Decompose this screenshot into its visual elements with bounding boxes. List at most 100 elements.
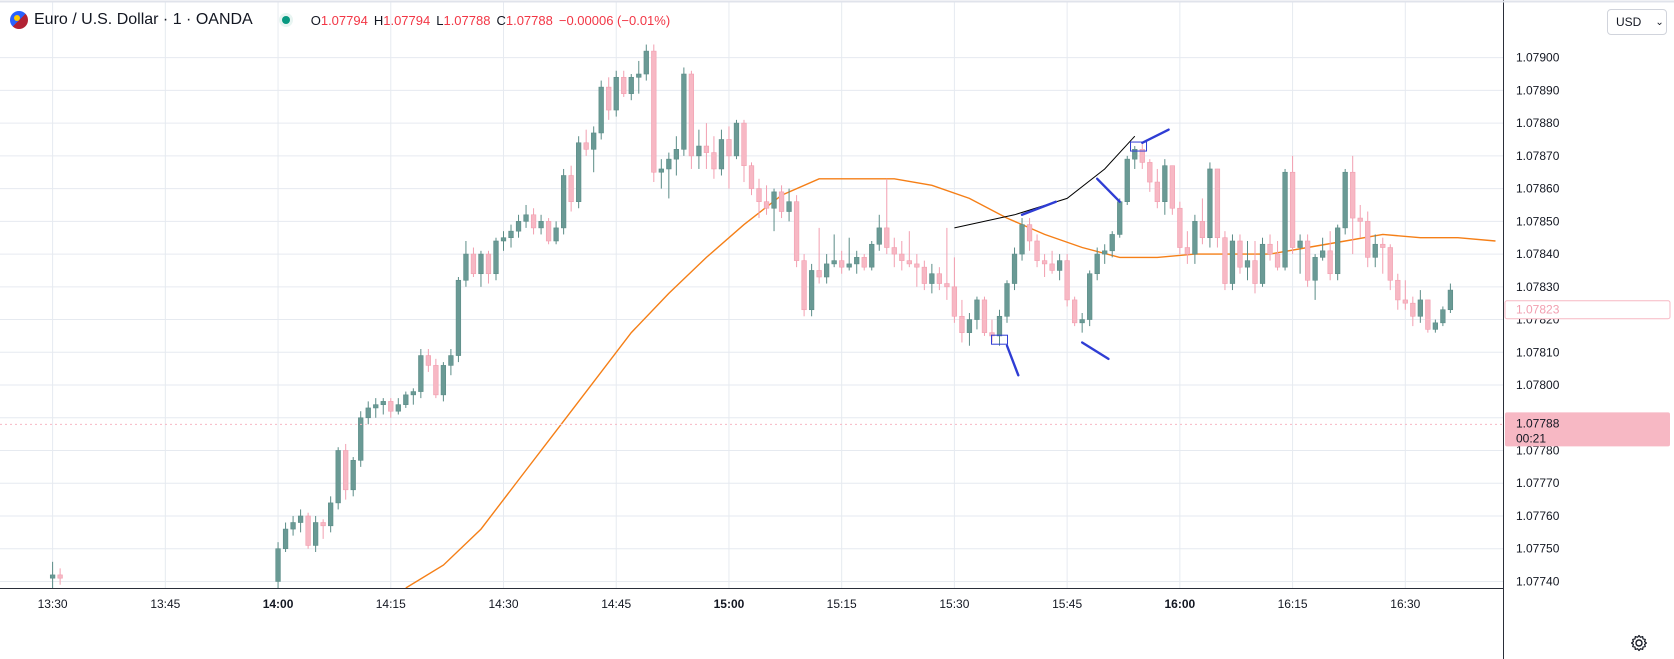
candle-down[interactable] bbox=[1380, 237, 1386, 274]
candle-up[interactable] bbox=[1117, 198, 1123, 238]
candle-down[interactable] bbox=[606, 77, 612, 120]
candle-down[interactable] bbox=[1041, 254, 1048, 277]
candle-down[interactable] bbox=[485, 250, 492, 284]
candle-up[interactable] bbox=[591, 126, 597, 173]
candle-up[interactable] bbox=[358, 411, 364, 467]
candle-down[interactable] bbox=[1395, 273, 1401, 310]
candle-up[interactable] bbox=[418, 349, 424, 399]
marker-box-drawing[interactable] bbox=[990, 334, 1008, 345]
candle-up[interactable] bbox=[328, 496, 334, 533]
candle-down[interactable] bbox=[1365, 211, 1371, 268]
candle-down[interactable] bbox=[1169, 165, 1175, 215]
candle-up[interactable] bbox=[297, 509, 304, 533]
symbol-title[interactable]: Euro / U.S. Dollar · 1 · OANDA bbox=[34, 11, 253, 28]
candle-up[interactable] bbox=[440, 362, 447, 402]
candle-up[interactable] bbox=[1132, 146, 1138, 169]
candle-down[interactable] bbox=[763, 185, 770, 215]
candle-up[interactable] bbox=[313, 515, 319, 552]
candle-up[interactable] bbox=[1372, 234, 1378, 268]
candle-down[interactable] bbox=[756, 178, 762, 219]
candle-up[interactable] bbox=[854, 250, 860, 274]
marker-box-drawing[interactable] bbox=[1130, 141, 1148, 152]
candle-up[interactable] bbox=[395, 398, 401, 415]
candle-up[interactable] bbox=[1282, 168, 1288, 271]
candle-down[interactable] bbox=[884, 178, 890, 255]
candle-up[interactable] bbox=[1094, 247, 1100, 281]
candle-up[interactable] bbox=[1229, 234, 1236, 291]
candle-up[interactable] bbox=[771, 188, 777, 232]
candle-down[interactable] bbox=[906, 231, 912, 268]
candle-down[interactable] bbox=[981, 296, 988, 336]
candle-up[interactable] bbox=[636, 60, 642, 94]
candle-down[interactable] bbox=[703, 123, 710, 169]
candle-up[interactable] bbox=[831, 234, 837, 268]
candle-up[interactable] bbox=[824, 254, 830, 284]
candle-down[interactable] bbox=[1274, 240, 1281, 271]
candle-down[interactable] bbox=[1425, 299, 1431, 333]
candle-down[interactable] bbox=[711, 136, 717, 179]
candle-up[interactable] bbox=[463, 240, 469, 287]
candle-up[interactable] bbox=[1162, 159, 1168, 215]
blue-stroke-drawing[interactable] bbox=[1020, 200, 1058, 216]
gear-icon[interactable] bbox=[1628, 632, 1650, 654]
candle-down[interactable] bbox=[1214, 168, 1221, 248]
blue-stroke-drawing[interactable] bbox=[1080, 341, 1110, 361]
candle-down[interactable] bbox=[793, 195, 800, 268]
candle-up[interactable] bbox=[1207, 162, 1213, 248]
candle-down[interactable] bbox=[914, 254, 920, 287]
candle-down[interactable] bbox=[583, 129, 589, 156]
candle-up[interactable] bbox=[1342, 168, 1348, 235]
candle-down[interactable] bbox=[1252, 240, 1258, 294]
candle-up[interactable] bbox=[1056, 254, 1063, 281]
candle-up[interactable] bbox=[365, 401, 371, 425]
candle-down[interactable] bbox=[1072, 296, 1078, 327]
candle-down[interactable] bbox=[1387, 244, 1393, 291]
candle-down[interactable] bbox=[1357, 204, 1363, 238]
candle-down[interactable] bbox=[1410, 296, 1416, 327]
candle-up[interactable] bbox=[1087, 270, 1093, 327]
candle-up[interactable] bbox=[1320, 237, 1326, 261]
candle-down[interactable] bbox=[545, 218, 552, 245]
candle-up[interactable] bbox=[1447, 283, 1454, 314]
candle-up[interactable] bbox=[553, 221, 559, 245]
candle-up[interactable] bbox=[643, 44, 649, 81]
candle-down[interactable] bbox=[1064, 254, 1070, 307]
candle-down[interactable] bbox=[1026, 218, 1033, 251]
candle-up[interactable] bbox=[373, 398, 379, 418]
candle-up[interactable] bbox=[929, 263, 935, 294]
candle-up[interactable] bbox=[282, 522, 289, 552]
candle-up[interactable] bbox=[786, 188, 792, 222]
candle-up[interactable] bbox=[1011, 247, 1018, 291]
candle-down[interactable] bbox=[1402, 280, 1408, 310]
candle-up[interactable] bbox=[598, 80, 604, 140]
candle-up[interactable] bbox=[560, 168, 567, 235]
candle-down[interactable] bbox=[1267, 234, 1273, 261]
candle-up[interactable] bbox=[1297, 234, 1303, 274]
candle-up[interactable] bbox=[1019, 218, 1025, 261]
candle-up[interactable] bbox=[718, 129, 725, 176]
candle-down[interactable] bbox=[1222, 231, 1228, 291]
candle-up[interactable] bbox=[478, 250, 484, 287]
candle-up[interactable] bbox=[1335, 224, 1341, 281]
candle-down[interactable] bbox=[748, 162, 755, 196]
candle-down[interactable] bbox=[726, 126, 732, 189]
candle-up[interactable] bbox=[681, 67, 687, 156]
candle-down[interactable] bbox=[816, 227, 822, 284]
candle-up[interactable] bbox=[508, 224, 514, 248]
candle-up[interactable] bbox=[673, 136, 679, 176]
candle-down[interactable] bbox=[621, 70, 627, 97]
candle-up[interactable] bbox=[335, 447, 341, 510]
candle-up[interactable] bbox=[1432, 319, 1438, 333]
candle-down[interactable] bbox=[688, 70, 695, 169]
candle-up[interactable] bbox=[493, 237, 499, 281]
candle-down[interactable] bbox=[425, 349, 431, 372]
candle-down[interactable] bbox=[1049, 250, 1055, 274]
candle-down[interactable] bbox=[433, 358, 439, 399]
blue-stroke-drawing[interactable] bbox=[1005, 344, 1020, 377]
candle-down[interactable] bbox=[343, 443, 349, 500]
candle-up[interactable] bbox=[996, 309, 1003, 346]
candle-down[interactable] bbox=[839, 250, 845, 274]
candle-up[interactable] bbox=[380, 398, 386, 415]
candle-up[interactable] bbox=[350, 457, 356, 497]
